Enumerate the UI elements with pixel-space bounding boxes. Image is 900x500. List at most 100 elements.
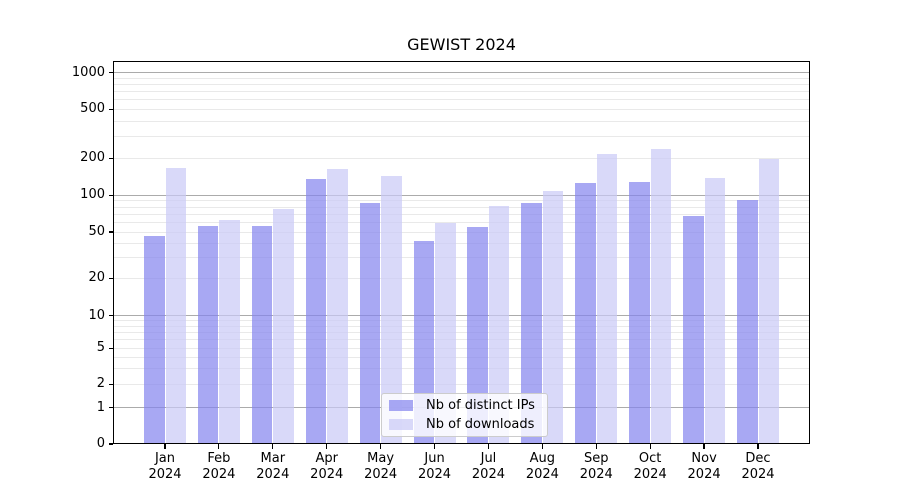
bar-nb-of-distinct-ips-aug xyxy=(521,203,542,444)
x-axis-tick xyxy=(164,444,166,449)
legend: Nb of distinct IPs Nb of downloads xyxy=(381,393,548,437)
bar-nb-of-distinct-ips-apr xyxy=(305,179,327,444)
y-axis-tick-label: 1000 xyxy=(71,64,105,80)
y-axis-tick-label: 1 xyxy=(96,399,105,415)
x-axis-tick-label: Jun 2024 xyxy=(407,451,463,483)
month-label: Jan xyxy=(154,451,176,466)
month-label: May xyxy=(367,451,395,466)
bar-nb-of-downloads-dec xyxy=(758,158,779,444)
legend-label: Nb of downloads xyxy=(426,417,535,432)
y-axis-tick-label: 0 xyxy=(96,436,105,451)
x-axis-tick-label: Nov 2024 xyxy=(676,451,732,483)
x-axis-tick-label: Mar 2024 xyxy=(245,451,301,483)
bar-nb-of-distinct-ips-mar xyxy=(251,225,273,444)
legend-swatch-icon xyxy=(389,419,413,430)
year-label: 2024 xyxy=(687,467,721,482)
month-label: Aug xyxy=(529,451,556,466)
minor-gridline xyxy=(114,136,809,138)
y-axis-tick-label: 500 xyxy=(80,101,105,117)
minor-gridline xyxy=(114,99,809,101)
minor-gridline xyxy=(114,367,809,369)
x-axis-tick-label: Feb 2024 xyxy=(191,451,247,483)
legend-row: Nb of downloads xyxy=(389,415,539,434)
bar-nb-of-distinct-ips-oct xyxy=(629,182,650,444)
x-axis-tick xyxy=(757,444,759,449)
minor-gridline xyxy=(114,213,809,215)
minor-gridline xyxy=(114,108,809,110)
x-axis-tick-label: Jul 2024 xyxy=(460,451,516,483)
year-label: 2024 xyxy=(310,467,344,482)
minor-gridline xyxy=(114,277,809,279)
year-label: 2024 xyxy=(633,467,667,482)
y-axis-tick xyxy=(108,443,113,445)
bar-nb-of-distinct-ips-jul xyxy=(467,226,488,444)
major-gridline xyxy=(114,72,809,73)
y-axis-tick-label: 5 xyxy=(96,340,105,356)
month-label: Sep xyxy=(584,451,609,466)
bar-nb-of-distinct-ips-sep xyxy=(575,183,596,444)
bar-nb-of-downloads-jul xyxy=(488,205,510,444)
major-gridline xyxy=(114,315,809,317)
y-axis-tick xyxy=(108,347,113,349)
bar-nb-of-downloads-aug xyxy=(542,190,564,444)
x-axis-tick-label: Jan 2024 xyxy=(137,451,193,483)
month-label: Dec xyxy=(745,451,771,466)
month-label: Mar xyxy=(260,451,286,466)
y-axis-tick-label: 100 xyxy=(80,187,105,203)
bar-nb-of-downloads-sep xyxy=(596,154,618,444)
month-label: Apr xyxy=(315,451,338,466)
y-axis-tick xyxy=(108,383,113,385)
x-axis-tick-label: Sep 2024 xyxy=(568,451,624,483)
x-axis-tick-label: Oct 2024 xyxy=(622,451,678,483)
month-label: Jun xyxy=(424,451,445,466)
x-axis-tick-label: Apr 2024 xyxy=(299,451,355,483)
bar-nb-of-distinct-ips-may xyxy=(359,203,381,444)
major-gridline xyxy=(114,194,809,196)
year-label: 2024 xyxy=(525,467,559,482)
y-axis-tick xyxy=(108,407,113,409)
minor-gridline xyxy=(114,120,809,122)
x-axis-tick xyxy=(541,444,543,449)
minor-gridline xyxy=(114,356,809,358)
bar-nb-of-downloads-oct xyxy=(650,148,672,444)
y-axis-tick xyxy=(108,71,113,74)
x-axis-tick-label: Dec 2024 xyxy=(730,451,786,483)
y-axis-tick xyxy=(108,231,113,233)
y-axis-tick xyxy=(108,315,113,317)
bar-nb-of-downloads-may xyxy=(381,175,402,444)
year-label: 2024 xyxy=(148,467,182,482)
y-axis-tick-label: 2 xyxy=(96,376,105,392)
year-label: 2024 xyxy=(417,467,452,482)
minor-gridline xyxy=(114,347,809,349)
minor-gridline xyxy=(114,221,809,223)
y-axis-tick xyxy=(108,157,113,159)
minor-gridline xyxy=(114,257,809,259)
minor-gridline xyxy=(114,83,809,85)
x-axis-tick-label: Aug 2024 xyxy=(514,451,570,483)
minor-gridline xyxy=(114,339,809,341)
minor-gridline xyxy=(114,383,809,385)
chart-title: GEWIST 2024 xyxy=(407,35,516,54)
x-axis-tick xyxy=(272,444,274,449)
year-label: 2024 xyxy=(471,467,505,482)
y-axis-tick xyxy=(108,108,113,110)
minor-gridline xyxy=(114,231,809,233)
minor-gridline xyxy=(114,242,809,244)
bar-nb-of-downloads-jun xyxy=(435,223,456,444)
y-axis-tick-label: 200 xyxy=(80,150,105,166)
year-label: 2024 xyxy=(579,467,613,482)
minor-gridline xyxy=(114,90,809,92)
bar-nb-of-distinct-ips-dec xyxy=(737,199,758,444)
year-label: 2024 xyxy=(256,467,290,482)
legend-swatch-icon xyxy=(389,400,413,411)
month-label: Nov xyxy=(691,451,717,466)
month-label: Oct xyxy=(638,451,662,466)
x-axis-tick xyxy=(433,444,436,449)
x-axis-tick xyxy=(649,444,651,449)
plot-frame xyxy=(113,61,810,444)
bar-nb-of-downloads-jan xyxy=(165,167,186,444)
x-axis-tick xyxy=(218,444,220,449)
